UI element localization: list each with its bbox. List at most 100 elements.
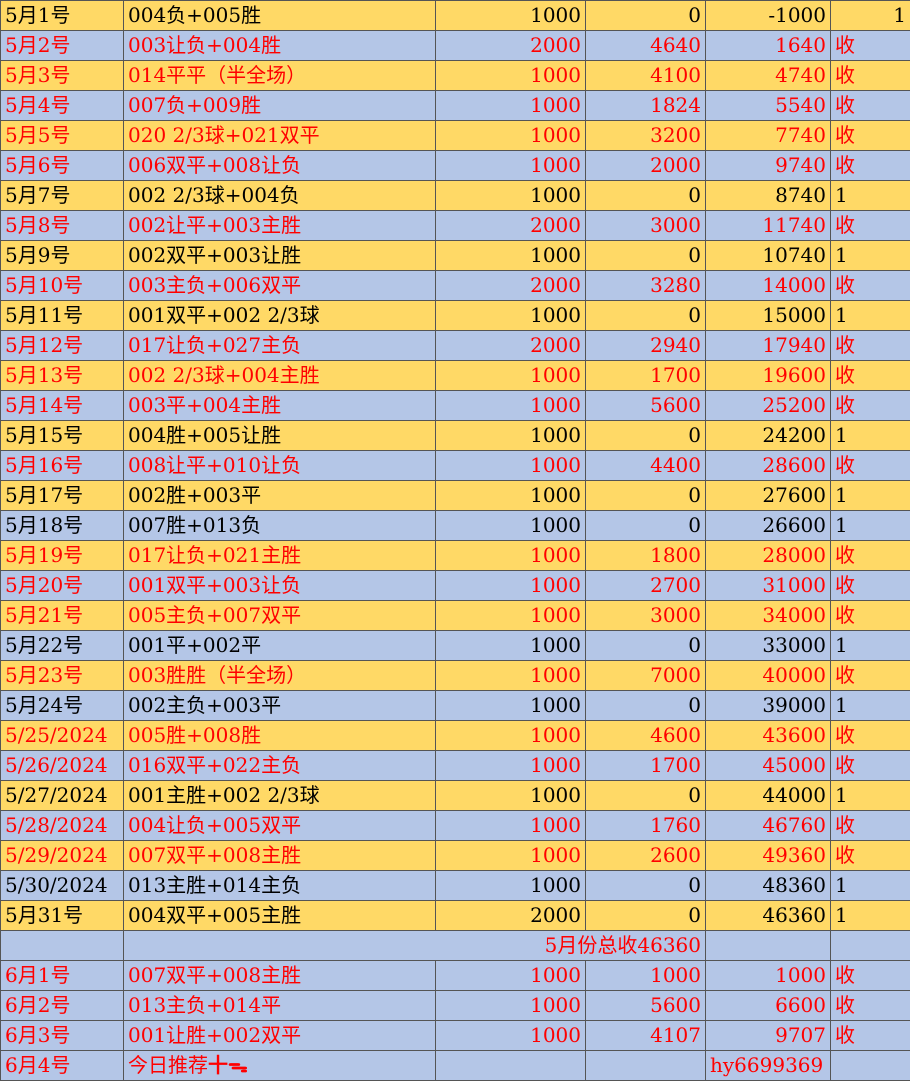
return-cell: 4100 xyxy=(585,60,706,91)
table-row: 5/26/2024 016双平+022主负 1000 1700 45000 收 xyxy=(0,750,910,781)
return-cell: 3200 xyxy=(585,120,706,151)
balance-cell: 9740 xyxy=(705,150,831,181)
pick-cell: 007胜+013负 xyxy=(123,510,436,541)
stake-cell: 1000 xyxy=(435,960,586,991)
table-row: 5/28/2024 004让负+005双平 1000 1760 46760 收 xyxy=(0,810,910,841)
pick-cell: 007双平+008主胜 xyxy=(123,960,436,991)
date-cell: 5/26/2024 xyxy=(0,750,124,781)
stake-cell: 2000 xyxy=(435,330,586,361)
stake-cell: 1000 xyxy=(435,870,586,901)
table-row: 5月20号 001双平+003让负 1000 2700 31000 收 xyxy=(0,570,910,601)
return-cell: 1824 xyxy=(585,90,706,121)
balance-cell: 33000 xyxy=(705,630,831,661)
stake-cell: 2000 xyxy=(435,210,586,241)
stake-cell: 1000 xyxy=(435,150,586,181)
return-cell: 4640 xyxy=(585,30,706,61)
table-row: 5月24号 002主负+003平 1000 0 39000 1 xyxy=(0,690,910,721)
date-cell: 5月5号 xyxy=(0,120,124,151)
return-cell: 3000 xyxy=(585,210,706,241)
return-cell: 0 xyxy=(585,630,706,661)
balance-cell: 46760 xyxy=(705,810,831,841)
result-mark-cell: 收 xyxy=(830,960,910,991)
pick-cell: 001让胜+002双平 xyxy=(123,1020,436,1051)
stake-cell: 1000 xyxy=(435,60,586,91)
table-row: 5/27/2024 001主胜+002 2/3球 1000 0 44000 1 xyxy=(0,780,910,811)
return-cell: 0 xyxy=(585,480,706,511)
stake-cell: 1000 xyxy=(435,180,586,211)
pick-cell: 004双平+005主胜 xyxy=(123,900,436,931)
result-mark-cell: 收 xyxy=(830,60,910,91)
balance-cell: 17940 xyxy=(705,330,831,361)
table-row: 5月9号 002双平+003让胜 1000 0 10740 1 xyxy=(0,240,910,271)
return-cell: 3280 xyxy=(585,270,706,301)
balance-cell: -1000 xyxy=(705,0,831,31)
stake-cell: 1000 xyxy=(435,600,586,631)
balance-cell: 8740 xyxy=(705,180,831,211)
date-cell: 6月1号 xyxy=(0,960,124,991)
table-row: 5月5号 020 2/3球+021双平 1000 3200 7740 收 xyxy=(0,120,910,151)
result-mark-cell: 1 xyxy=(830,300,910,331)
return-cell: 1000 xyxy=(585,960,706,991)
result-mark-cell: 收 xyxy=(830,1020,910,1051)
table-row: 5月1号 004负+005胜 1000 0 -1000 1 xyxy=(0,0,910,31)
result-mark-cell: 1 xyxy=(830,0,910,31)
balance-cell: 48360 xyxy=(705,870,831,901)
balance-cell: 14000 xyxy=(705,270,831,301)
table-row: 5月23号 003胜胜（半全场） 1000 7000 40000 收 xyxy=(0,660,910,691)
table-row: 5月13号 002 2/3球+004主胜 1000 1700 19600 收 xyxy=(0,360,910,391)
date-cell: 5月19号 xyxy=(0,540,124,571)
pick-cell: 017让负+027主负 xyxy=(123,330,436,361)
result-mark-cell: 收 xyxy=(830,990,910,1021)
result-mark-cell: 收 xyxy=(830,450,910,481)
table-row: 5月3号 014平平（半全场） 1000 4100 4740 收 xyxy=(0,60,910,91)
empty-cell xyxy=(830,1050,910,1081)
contact-id-cell: hy6699369 xyxy=(705,1050,831,1081)
pick-cell: 013主负+014平 xyxy=(123,990,436,1021)
date-cell: 5月13号 xyxy=(0,360,124,391)
return-cell: 0 xyxy=(585,780,706,811)
date-cell: 6月4号 xyxy=(0,1050,124,1081)
balance-cell: 26600 xyxy=(705,510,831,541)
stake-cell: 1000 xyxy=(435,690,586,721)
stake-cell: 1000 xyxy=(435,390,586,421)
return-cell: 5600 xyxy=(585,390,706,421)
balance-cell: 4740 xyxy=(705,60,831,91)
return-cell: 2700 xyxy=(585,570,706,601)
pick-cell: 006双平+008让负 xyxy=(123,150,436,181)
stake-cell: 1000 xyxy=(435,480,586,511)
empty-cell xyxy=(435,1050,586,1081)
date-cell: 5月31号 xyxy=(0,900,124,931)
stake-cell: 1000 xyxy=(435,720,586,751)
return-cell: 4400 xyxy=(585,450,706,481)
stake-cell: 1000 xyxy=(435,0,586,31)
stake-cell: 1000 xyxy=(435,90,586,121)
return-cell: 1760 xyxy=(585,810,706,841)
return-cell: 1700 xyxy=(585,360,706,391)
balance-cell: 27600 xyxy=(705,480,831,511)
result-mark-cell: 收 xyxy=(830,600,910,631)
result-mark-cell: 收 xyxy=(830,810,910,841)
result-mark-cell: 收 xyxy=(830,360,910,391)
table-row: 5月21号 005主负+007双平 1000 3000 34000 收 xyxy=(0,600,910,631)
balance-cell: 7740 xyxy=(705,120,831,151)
date-cell: 5月20号 xyxy=(0,570,124,601)
table-row: 5月31号 004双平+005主胜 2000 0 46360 1 xyxy=(0,900,910,931)
balance-cell: 25200 xyxy=(705,390,831,421)
return-cell: 1800 xyxy=(585,540,706,571)
stake-cell: 1000 xyxy=(435,570,586,601)
stake-cell: 1000 xyxy=(435,810,586,841)
pick-cell: 005胜+008胜 xyxy=(123,720,436,751)
table-row: 5月8号 002让平+003主胜 2000 3000 11740 收 xyxy=(0,210,910,241)
date-cell: 5月15号 xyxy=(0,420,124,451)
table-row: 5月17号 002胜+003平 1000 0 27600 1 xyxy=(0,480,910,511)
pick-cell: 002胜+003平 xyxy=(123,480,436,511)
table-row: 5/30/2024 013主胜+014主负 1000 0 48360 1 xyxy=(0,870,910,901)
pick-cell: 003胜胜（半全场） xyxy=(123,660,436,691)
stake-cell: 1000 xyxy=(435,630,586,661)
summary-empty-cell xyxy=(705,930,831,961)
result-mark-cell: 1 xyxy=(830,630,910,661)
stake-cell: 1000 xyxy=(435,420,586,451)
today-recommendation-cell: 今日推荐十ᯓ xyxy=(123,1050,436,1081)
